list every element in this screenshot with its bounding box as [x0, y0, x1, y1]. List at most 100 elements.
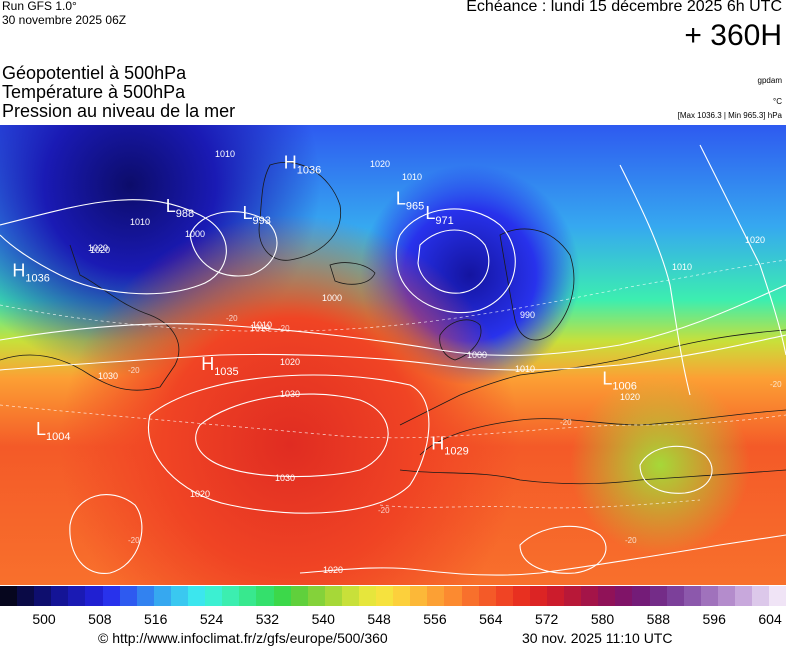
scale-swatch [205, 586, 223, 606]
scale-tick-label: 508 [88, 611, 112, 627]
scale-tick-label: 572 [534, 611, 559, 627]
scale-swatch [153, 586, 171, 606]
scale-tick-label: 500 [32, 611, 56, 627]
isobar [148, 374, 430, 514]
run-label: Run GFS 1.0° [2, 0, 77, 13]
scale-swatch [68, 586, 86, 606]
scale-swatch [410, 586, 428, 606]
scale-swatch [0, 586, 18, 606]
temp-label: -20 [378, 506, 390, 515]
scale-swatch [85, 586, 103, 606]
pressure-center-value: 1035 [214, 366, 238, 378]
scale-swatch [769, 586, 786, 606]
isobar [69, 494, 143, 574]
coastline-scandinavia [499, 228, 575, 341]
scale-swatch [341, 586, 359, 606]
pressure-center-value: 971 [435, 215, 453, 227]
scale-swatch [358, 586, 377, 606]
scale-swatch [547, 586, 565, 606]
isobar [0, 284, 786, 356]
scale-swatch [136, 586, 154, 606]
forecast-valid-time: Echéance : lundi 15 décembre 2025 6h UTC [466, 0, 782, 15]
scale-swatch [615, 586, 633, 606]
isobar [0, 334, 786, 371]
isobar [699, 144, 786, 356]
scale-tick-label: 532 [255, 611, 280, 627]
scale-tick-label: 588 [646, 611, 671, 627]
isobar-label: 1020 [745, 235, 765, 245]
pressure-min-max: [Max 1036.3 | Min 965.3] hPa [677, 111, 782, 120]
isobar-label: 1010 [515, 364, 535, 374]
isobar-label: 1000 [322, 293, 342, 303]
scale-swatch [222, 586, 240, 606]
scale-swatch [444, 586, 462, 606]
isobar-label: 1010 [672, 262, 692, 272]
isotherm [0, 404, 786, 439]
isobar-label: 1010 [215, 149, 235, 159]
pressure-center-value: 988 [176, 208, 194, 220]
scale-swatch [649, 586, 667, 606]
scale-tick-label: 524 [199, 611, 224, 627]
isobar-label: 1010 [252, 320, 272, 330]
scale-swatch [478, 586, 496, 606]
scale-swatch [598, 586, 616, 606]
scale-swatch [564, 586, 582, 606]
coastline-greenland [258, 162, 342, 261]
isobar [619, 164, 691, 396]
scale-swatch [273, 586, 291, 606]
scale-swatch [752, 586, 770, 606]
credit-url: © http://www.infoclimat.fr/z/gfs/europe/… [98, 630, 388, 646]
title-temperature: Température à 500hPa [2, 82, 186, 102]
high-pressure-marker: H [12, 261, 25, 281]
scale-swatch [119, 586, 137, 606]
scale-swatch [632, 586, 650, 606]
isobar-label: 1020 [280, 357, 300, 367]
isobar-label: 1010 [130, 217, 150, 227]
scale-swatch [581, 586, 599, 606]
scale-swatch [307, 586, 325, 606]
isobar-label: 1000 [467, 350, 487, 360]
scale-swatch [461, 586, 479, 606]
temp-label: -20 [226, 314, 238, 323]
low-pressure-marker: L [36, 419, 46, 439]
scale-tick-label: 516 [144, 611, 168, 627]
run-date: 30 novembre 2025 06Z [2, 13, 127, 27]
coastline-north-africa [399, 469, 786, 485]
scale-tick-label: 540 [311, 611, 335, 627]
low-pressure-marker: L [396, 189, 406, 209]
isobar-value-labels: 1010 1020 1010 1000 1020 1010 1000 1010 … [88, 149, 765, 575]
isobar [417, 229, 490, 294]
cool-pocket-east [0, 125, 786, 585]
coastline-iceland [329, 262, 376, 285]
isobars [0, 144, 786, 576]
scale-tick-label: 604 [758, 611, 782, 627]
isobar [189, 211, 278, 277]
high-pressure-marker: H [284, 153, 297, 173]
units-temperature: °C [773, 97, 782, 106]
pressure-center-value: 1006 [612, 381, 636, 393]
title-geopotential: Géopotentiel à 500hPa [2, 63, 187, 83]
temp-label: -20 [560, 418, 572, 427]
run-info: Run GFS 1.0° 30 novembre 2025 06Z [2, 0, 126, 27]
isobar-label: 1030 [98, 371, 118, 381]
scale-swatch [666, 586, 684, 606]
scale-swatch [427, 586, 445, 606]
temp-label: -20 [128, 536, 140, 545]
isobar-label: 1030 [275, 473, 295, 483]
scale-swatch [735, 586, 753, 606]
scale-swatch [324, 586, 342, 606]
coastlines [0, 162, 786, 485]
isobar [395, 208, 516, 314]
pressure-center-value: 1036 [25, 273, 49, 285]
title-pressure: Pression au niveau de la mer [2, 101, 236, 121]
scale-swatch [188, 586, 206, 606]
temp-label: -20 [625, 536, 637, 545]
temp-label: -20 [770, 380, 782, 389]
low-pressure-marker: L [602, 369, 612, 389]
scale-swatch [717, 586, 736, 606]
low-pressure-marker: L [166, 196, 176, 216]
scale-swatch [17, 586, 35, 606]
scale-swatch [34, 586, 52, 606]
